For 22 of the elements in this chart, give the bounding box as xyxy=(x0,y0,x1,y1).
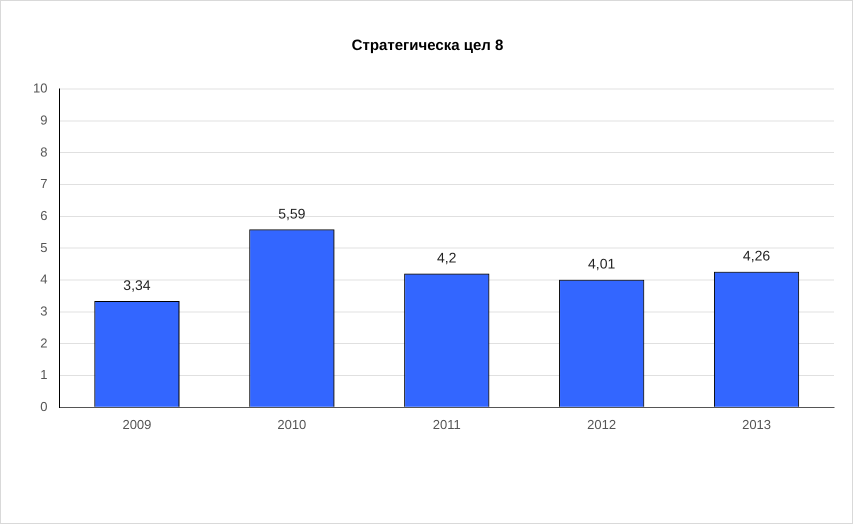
data-label: 4,01 xyxy=(588,256,616,272)
chart-title: Стратегическа цел 8 xyxy=(352,37,504,54)
y-tick-label: 1 xyxy=(40,367,48,382)
y-tick-label: 3 xyxy=(40,303,48,318)
data-label: 4,26 xyxy=(742,248,770,264)
x-tick-label: 2011 xyxy=(432,416,461,432)
data-label: 5,59 xyxy=(278,205,306,222)
x-tick-label: 2013 xyxy=(742,416,772,432)
y-tick-label: 0 xyxy=(40,398,48,414)
x-tick-label: 2009 xyxy=(122,416,152,432)
y-tick-label: 9 xyxy=(40,112,48,128)
y-tick-label: 6 xyxy=(40,208,48,223)
y-tick-label: 7 xyxy=(40,176,48,192)
y-tick-label: 4 xyxy=(40,272,48,287)
y-tick-label: 10 xyxy=(32,80,48,96)
y-tick-label: 8 xyxy=(40,144,48,160)
y-tick-label: 5 xyxy=(40,240,48,255)
x-tick-label: 2010 xyxy=(277,416,306,432)
y-tick-label: 2 xyxy=(40,335,48,350)
x-tick-label: 2012 xyxy=(587,416,616,432)
data-label: 4,2 xyxy=(436,250,457,266)
data-label: 3,34 xyxy=(123,276,151,293)
